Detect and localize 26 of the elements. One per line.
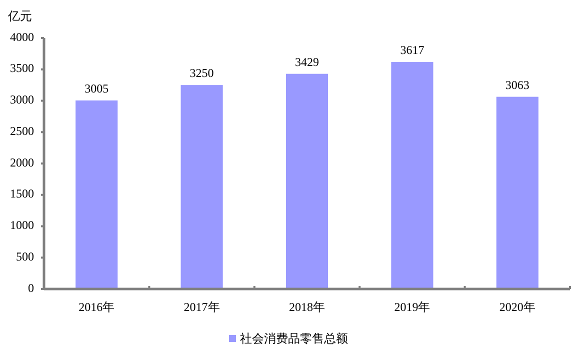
bar	[391, 62, 434, 289]
y-tick-label: 2000	[10, 155, 34, 170]
data-label: 3617	[400, 43, 424, 58]
data-label: 3005	[84, 81, 109, 96]
y-axis-title: 亿元	[7, 9, 32, 23]
y-tick-label: 1500	[10, 186, 34, 201]
x-tick-label: 2017年	[184, 300, 220, 314]
bar	[496, 96, 538, 289]
bar	[286, 74, 328, 289]
data-label: 3250	[190, 66, 214, 80]
x-tick-label: 2019年	[394, 300, 430, 314]
y-tick-label: 3500	[10, 61, 34, 76]
x-tick-label: 2018年	[289, 300, 325, 314]
y-tick-label: 1000	[10, 218, 34, 232]
bar	[180, 85, 223, 289]
x-tick-label: 2016年	[78, 300, 115, 314]
y-tick-label: 500	[16, 249, 34, 264]
legend-label: 社会消费品零售总额	[240, 331, 348, 346]
y-tick-label: 3000	[10, 92, 34, 106]
x-tick-label: 2020年	[499, 300, 536, 314]
bar	[76, 100, 118, 289]
data-label: 3063	[505, 78, 530, 92]
data-label: 3429	[295, 54, 319, 69]
y-tick-label: 2500	[10, 124, 34, 138]
y-tick-label: 0	[28, 280, 34, 295]
y-tick-label: 4000	[10, 30, 34, 44]
